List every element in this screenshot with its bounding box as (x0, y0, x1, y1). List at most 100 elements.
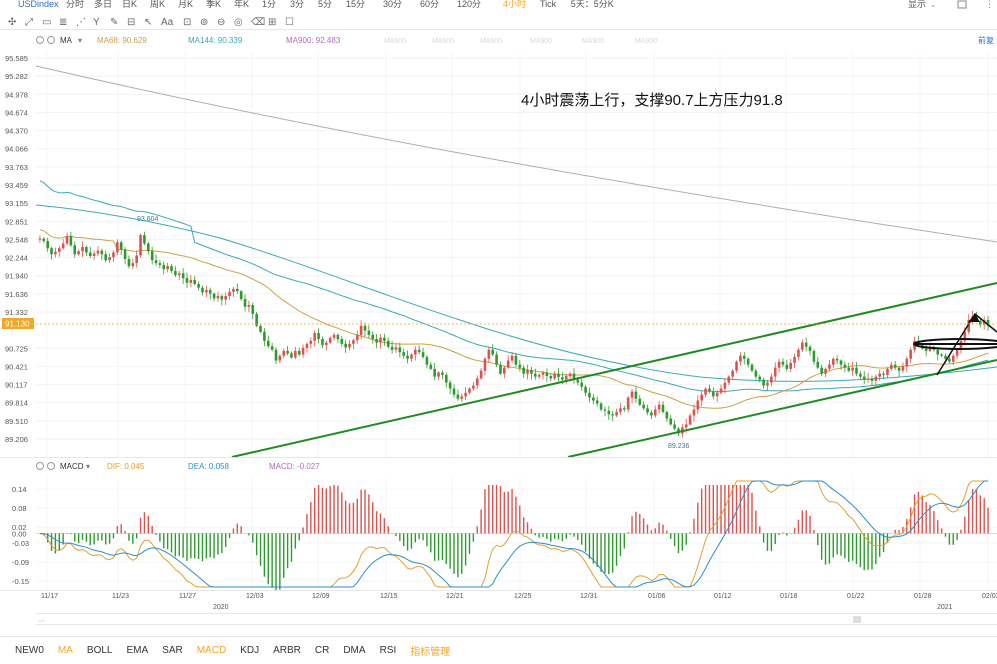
pitchfork-icon[interactable]: Y (93, 17, 100, 28)
price-tick-label: 94.066 (5, 145, 28, 154)
candle-body (905, 358, 909, 367)
measure-icon[interactable]: ⊡ (183, 17, 191, 28)
trend-line-icon[interactable]: ⤢ (25, 17, 33, 28)
timeframe-tab[interactable]: 季K (206, 0, 221, 9)
main-indicator-name[interactable]: MA (60, 36, 73, 45)
magnet-icon[interactable]: ⊚ (200, 17, 208, 28)
brush-icon[interactable]: ✎ (110, 17, 118, 28)
candle-body (255, 313, 258, 326)
candle-body (371, 334, 375, 340)
indicator-sar[interactable]: SAR (162, 645, 183, 656)
price-chart[interactable]: MA ▾ MA68: 90.629 MA144: 90.339 MA900: 9… (0, 32, 997, 458)
candle-body (901, 366, 905, 371)
timeframe-tab[interactable]: 年K (234, 0, 249, 9)
timeframe-tab[interactable]: 3分 (290, 0, 304, 9)
candle-body (154, 260, 158, 264)
indicator-cr[interactable]: CR (314, 645, 330, 656)
date-tick-label: 12/21 (446, 593, 464, 600)
drawings[interactable] (231, 282, 997, 458)
timeframe-tab[interactable]: 15分 (346, 0, 365, 9)
timeframe-tab[interactable]: 5天：5分K (571, 0, 614, 9)
timeframe-tab[interactable]: 1分 (262, 0, 276, 9)
indicator-rsi[interactable]: RSI (379, 645, 397, 656)
candle-body (514, 355, 518, 365)
candle-body (545, 372, 549, 377)
candle-body (828, 364, 831, 369)
timeframe-tab[interactable]: 4小时 (503, 0, 526, 9)
indicator-macd[interactable]: MACD (196, 645, 227, 656)
timeframe-tab[interactable]: 周K (150, 0, 165, 9)
macd-chart[interactable]: MACD ▾ DIF: 0.045 DEA: 0.058 MACD: -0.02… (0, 457, 997, 590)
timeframe-tab[interactable]: 月K (178, 0, 193, 9)
indicator-boll[interactable]: BOLL (86, 645, 113, 656)
macd-chart-svg[interactable]: MACD ▾ DIF: 0.045 DEA: 0.058 MACD: -0.02… (0, 457, 997, 590)
ellipse-drawing[interactable] (913, 338, 997, 350)
ma144-trend-path (35, 204, 997, 382)
text-icon[interactable]: Aa (161, 17, 174, 28)
eye-icon[interactable] (47, 36, 55, 44)
timeframe-tab[interactable]: 多日 (94, 0, 112, 9)
candle-body (688, 415, 692, 425)
candle-body (54, 251, 57, 255)
candle-body (526, 370, 529, 374)
timeframe-tab[interactable]: 60分 (420, 0, 439, 9)
candle-body (483, 358, 487, 371)
scroll-left-icon[interactable]: ⋯ (38, 618, 45, 625)
adjust-mode[interactable]: 前复 (978, 35, 994, 45)
indicator-new0[interactable]: NEW0 (15, 645, 44, 656)
timeframe-tab[interactable]: Tick (540, 0, 557, 9)
trash-icon[interactable]: ⌫ (251, 17, 265, 28)
indicator-ema[interactable]: EMA (126, 645, 149, 656)
settings-icon[interactable] (36, 36, 44, 44)
ruler-icon[interactable]: ⊟ (127, 17, 135, 28)
macd-dropdown-icon[interactable]: ▾ (86, 462, 90, 471)
chart-scrollbar[interactable]: ⋯ (36, 613, 997, 625)
timeframe-tab[interactable]: 5分 (318, 0, 332, 9)
candle-body (801, 342, 804, 350)
crosshair-icon[interactable]: ✣ (8, 17, 16, 28)
link-icon[interactable]: ⊞ (268, 17, 276, 28)
symbol-label[interactable]: USDindex (18, 0, 59, 9)
indicator-dma[interactable]: DMA (343, 645, 366, 656)
price-chart-svg[interactable]: MA ▾ MA68: 90.629 MA144: 90.339 MA900: 9… (0, 32, 997, 458)
cursor-icon[interactable]: ↖ (144, 17, 152, 28)
analysis-annotation[interactable]: 4小时震荡上行，支撑90.7上方压力91.8 (521, 92, 783, 109)
price-tick-label: 93.763 (5, 163, 28, 172)
macd-settings-icon[interactable] (36, 462, 44, 470)
rectangle-icon[interactable]: ▭ (42, 17, 51, 28)
drawing-toolbar: ✣ ⤢ ▭ ≣ ⋰ Y ✎ ⊟ ↖ Aa ⊡ ⊚ ⊖ ◎ ⌫ ⊞ ☐ (0, 12, 997, 30)
scroll-handle[interactable] (853, 616, 861, 623)
ma900-line (35, 65, 997, 382)
candle-body (518, 364, 522, 368)
timeframe-tab[interactable]: 30分 (383, 0, 402, 9)
candle-body (205, 290, 208, 293)
timeframe-tab[interactable]: 日K (122, 0, 137, 9)
timeframe-tab[interactable]: 分时 (66, 0, 84, 9)
display-menu[interactable]: 显示 (908, 0, 926, 9)
indicator-ma[interactable]: MA (57, 645, 73, 656)
price-tick-label: 92.851 (5, 217, 28, 226)
indicator-management[interactable]: 指标管理 (410, 647, 451, 658)
indicator-arbr[interactable]: ARBR (273, 645, 301, 656)
chevron-down-icon[interactable]: ⌄ (930, 2, 936, 9)
channel-upper-line[interactable] (231, 282, 997, 458)
more-icon[interactable]: ⋮ (985, 0, 994, 9)
indicator-kdj[interactable]: KDJ (240, 645, 260, 656)
drawing-toolbar-svg: ✣ ⤢ ▭ ≣ ⋰ Y ✎ ⊟ ↖ Aa ⊡ ⊚ ⊖ ◎ ⌫ ⊞ ☐ (8, 17, 294, 28)
lock-icon[interactable]: ⊖ (217, 17, 225, 28)
candle-body (65, 236, 69, 244)
timeframe-tabs: 分时 多日 日K 周K 月K 季K 年K 1分 3分 5分 15分 30分 60分 120分 4小时 Tick… (66, 0, 614, 9)
candle-body (561, 377, 564, 380)
window-icon[interactable] (957, 0, 967, 9)
channel-lower-line[interactable] (567, 359, 997, 458)
fib-icon[interactable]: ⋰ (76, 17, 86, 28)
timeframe-tab[interactable]: 120分 (457, 0, 481, 9)
scrollbar-svg[interactable]: ⋯ (36, 614, 997, 626)
macd-indicator-name[interactable]: MACD (60, 462, 84, 471)
macd-eye-icon[interactable] (47, 462, 55, 470)
channel-icon[interactable]: ≣ (59, 17, 67, 28)
eye-icon[interactable]: ◎ (234, 17, 243, 28)
candle-body (390, 346, 394, 350)
dropdown-icon[interactable]: ▾ (78, 36, 82, 45)
chat-icon[interactable]: ☐ (285, 17, 294, 28)
